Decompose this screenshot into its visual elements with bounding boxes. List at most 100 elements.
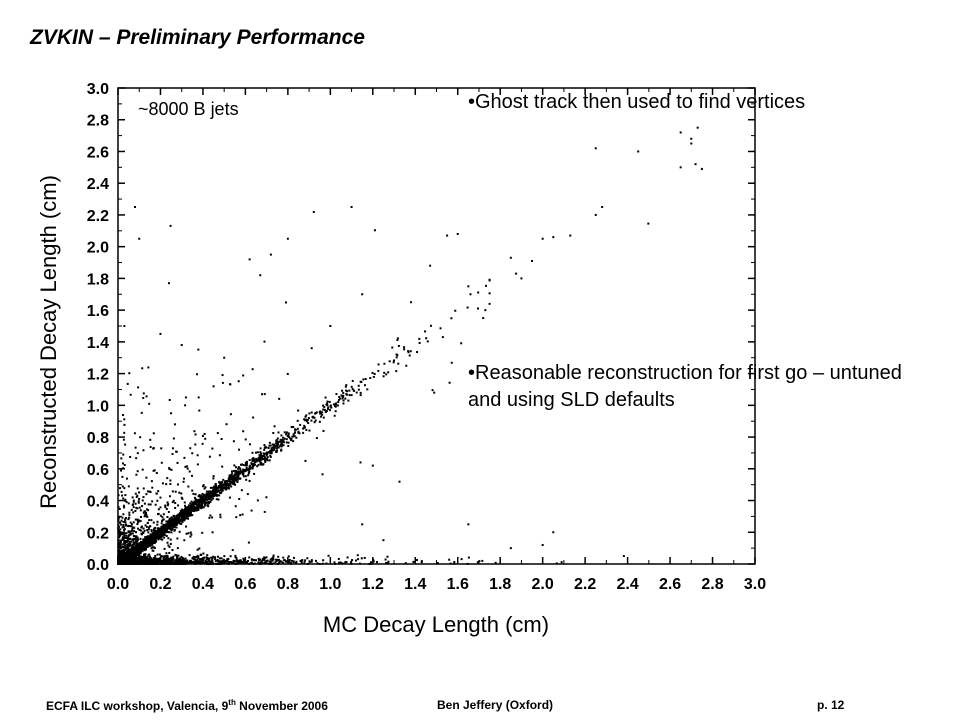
scatter-point [127,518,130,521]
scatter-point [157,527,160,530]
scatter-point [169,527,172,530]
scatter-point [386,555,389,558]
scatter-point [161,482,164,485]
scatter-point [679,166,682,169]
scatter-point [161,525,164,528]
scatter-point [123,325,126,327]
scatter-point [372,560,375,563]
scatter-point [134,540,137,543]
scatter-point [213,490,216,493]
scatter-point [160,538,163,541]
scatter-point [128,552,131,555]
scatter-point [184,512,187,515]
scatter-point [203,556,206,559]
scatter-point [135,556,138,559]
scatter-point [220,491,223,494]
scatter-point [147,558,150,561]
scatter-point [128,372,131,375]
scatter-point [134,544,137,547]
scatter-point [313,421,316,424]
scatter-point [219,481,222,484]
scatter-point [696,126,699,129]
scatter-point [202,500,205,503]
scatter-point [341,397,344,400]
scatter-point [287,555,290,558]
scatter-point [136,560,139,563]
scatter-point [209,486,212,489]
scatter-point [214,556,217,559]
scatter-point [257,463,260,466]
scatter-point [128,516,131,519]
scatter-point [122,537,125,540]
scatter-point [303,424,306,427]
scatter-point [162,523,165,526]
scatter-point [361,293,364,296]
scatter-point [174,521,177,524]
scatter-point [246,559,249,562]
scatter-point [248,459,251,462]
scatter-point [145,548,148,551]
scatter-point [426,340,429,343]
scatter-point [146,515,149,518]
scatter-point [186,506,189,509]
scatter-point [315,559,318,562]
scatter-point [151,543,154,546]
scatter-point [166,541,169,544]
scatter-point [132,500,135,503]
scatter-point [183,509,186,512]
scatter-point [257,459,260,462]
scatter-point [186,559,189,562]
scatter-point [167,523,170,526]
scatter-point [176,461,179,464]
scatter-point [424,330,427,333]
scatter-point [167,503,170,506]
scatter-point [144,511,147,514]
scatter-point [247,472,250,475]
scatter-point [212,477,215,480]
scatter-point [168,468,171,471]
scatter-point [175,554,178,557]
scatter-point [158,561,161,564]
scatter-point [201,499,204,502]
scatter-point [124,519,127,522]
scatter-point [392,359,395,362]
scatter-point [248,464,251,467]
scatter-point [137,386,140,389]
scatter-point [187,485,190,488]
scatter-point [162,561,165,564]
scatter-point [221,480,224,483]
scatter-point [200,494,203,497]
scatter-point [192,492,195,495]
scatter-point [467,556,470,559]
scatter-point [123,529,126,532]
scatter-point [140,550,143,553]
scatter-point [134,509,137,512]
scatter-point [137,549,140,552]
scatter-point [145,476,148,479]
scatter-point [247,474,250,477]
scatter-point [142,546,145,549]
scatter-point [189,507,192,510]
scatter-point [397,344,400,347]
scatter-point [469,293,472,296]
scatter-point [119,533,122,536]
scatter-point [350,206,353,208]
scatter-point [118,535,121,538]
scatter-point [181,515,184,518]
scatter-point [326,407,329,410]
scatter-point [161,529,164,532]
scatter-point [118,553,121,556]
scatter-point [345,561,348,564]
scatter-point [230,475,233,478]
scatter-point [120,490,123,493]
scatter-point [177,558,180,561]
scatter-point [265,496,268,499]
scatter-point [206,501,209,504]
scatter-point [125,532,128,535]
scatter-point [288,436,291,439]
scatter-point [385,373,388,376]
scatter-point [284,301,287,304]
x-tick-label: 0.0 [107,576,129,593]
scatter-point [120,457,123,460]
scatter-point [171,527,174,530]
